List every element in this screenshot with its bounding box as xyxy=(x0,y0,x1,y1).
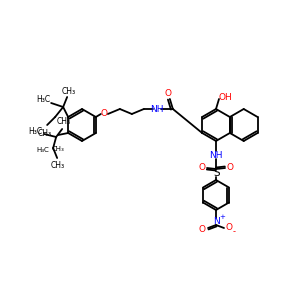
Text: CH₃: CH₃ xyxy=(51,160,65,169)
Text: O: O xyxy=(199,164,206,172)
Text: NH: NH xyxy=(209,151,223,160)
Text: O: O xyxy=(100,109,107,118)
Text: CH₃: CH₃ xyxy=(52,146,64,152)
Text: O: O xyxy=(226,164,233,172)
Text: -: - xyxy=(232,227,236,236)
Text: N: N xyxy=(214,218,220,226)
Text: S: S xyxy=(214,168,220,178)
Text: H₃C: H₃C xyxy=(37,147,50,153)
Text: H₃C: H₃C xyxy=(36,95,50,104)
Text: NH: NH xyxy=(150,104,164,113)
Text: O: O xyxy=(164,89,171,98)
Text: +: + xyxy=(219,214,225,220)
Text: H₃C: H₃C xyxy=(28,128,42,136)
Text: O: O xyxy=(226,224,232,232)
Text: CH₃: CH₃ xyxy=(38,128,52,137)
Text: O: O xyxy=(199,224,206,233)
Text: CH₃: CH₃ xyxy=(62,86,76,95)
Text: OH: OH xyxy=(218,92,232,101)
Text: CH₃: CH₃ xyxy=(57,118,71,127)
